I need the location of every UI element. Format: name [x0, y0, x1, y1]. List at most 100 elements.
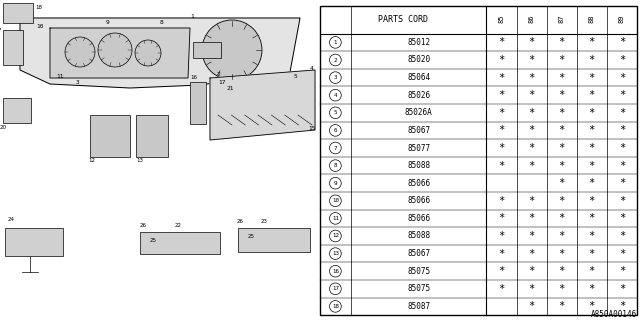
- Text: *: *: [589, 55, 595, 65]
- Text: *: *: [559, 90, 564, 100]
- Text: *: *: [499, 73, 504, 83]
- Text: *: *: [559, 196, 564, 206]
- Text: *: *: [499, 196, 504, 206]
- Text: 85088: 85088: [407, 161, 430, 170]
- Bar: [3, 30, 23, 65]
- Text: PARTS CORD: PARTS CORD: [378, 15, 428, 25]
- Text: 4: 4: [333, 93, 337, 98]
- Text: *: *: [589, 161, 595, 171]
- Text: *: *: [529, 73, 534, 83]
- Text: 89: 89: [619, 14, 625, 23]
- Text: 85012: 85012: [407, 38, 430, 47]
- Text: *: *: [559, 284, 564, 294]
- Text: *: *: [619, 284, 625, 294]
- Text: 11: 11: [56, 75, 64, 79]
- Text: 4: 4: [310, 66, 314, 70]
- Text: 18: 18: [35, 5, 42, 10]
- Text: *: *: [559, 125, 564, 135]
- Text: *: *: [619, 213, 625, 223]
- Text: *: *: [589, 249, 595, 259]
- Bar: [193, 42, 221, 58]
- Text: 85026A: 85026A: [404, 108, 433, 117]
- Text: *: *: [619, 266, 625, 276]
- Text: 85: 85: [499, 14, 504, 23]
- Text: 11: 11: [332, 216, 339, 221]
- Text: *: *: [619, 249, 625, 259]
- Polygon shape: [20, 18, 300, 88]
- Text: *: *: [619, 143, 625, 153]
- Text: 85077: 85077: [407, 143, 430, 153]
- Text: 2: 2: [333, 58, 337, 62]
- Text: *: *: [529, 213, 534, 223]
- Text: *: *: [559, 73, 564, 83]
- Bar: [238, 228, 310, 252]
- Text: *: *: [529, 196, 534, 206]
- Text: 25: 25: [150, 237, 157, 243]
- Text: 12: 12: [332, 234, 339, 238]
- Text: 16: 16: [332, 269, 339, 274]
- Text: 16: 16: [190, 75, 197, 80]
- Bar: [5, 228, 63, 256]
- Text: *: *: [559, 178, 564, 188]
- Text: 85075: 85075: [407, 267, 430, 276]
- Text: *: *: [589, 231, 595, 241]
- Text: 5: 5: [293, 74, 297, 78]
- Text: 85066: 85066: [407, 214, 430, 223]
- Text: *: *: [589, 213, 595, 223]
- Text: 26: 26: [237, 219, 244, 224]
- Text: *: *: [619, 108, 625, 118]
- Text: *: *: [499, 125, 504, 135]
- Text: 85066: 85066: [407, 196, 430, 205]
- Circle shape: [65, 37, 95, 67]
- Circle shape: [98, 33, 132, 67]
- Text: *: *: [529, 231, 534, 241]
- Text: *: *: [619, 161, 625, 171]
- Text: *: *: [619, 125, 625, 135]
- Text: 17: 17: [218, 79, 226, 84]
- Text: 86: 86: [529, 14, 534, 23]
- Text: A850A00146: A850A00146: [591, 310, 637, 319]
- Text: *: *: [529, 143, 534, 153]
- Text: 13: 13: [332, 251, 339, 256]
- Text: *: *: [559, 301, 564, 311]
- Circle shape: [202, 20, 262, 80]
- Text: *: *: [499, 266, 504, 276]
- Bar: [136, 115, 168, 157]
- Bar: [3, 3, 33, 23]
- Text: *: *: [559, 55, 564, 65]
- Text: 26: 26: [140, 223, 147, 228]
- Text: *: *: [499, 37, 504, 47]
- Text: *: *: [499, 213, 504, 223]
- Bar: [3, 98, 31, 123]
- Text: 9: 9: [106, 20, 110, 26]
- Text: *: *: [559, 213, 564, 223]
- Text: 85026: 85026: [407, 91, 430, 100]
- Text: 7: 7: [333, 146, 337, 150]
- Text: *: *: [499, 284, 504, 294]
- Text: 85087: 85087: [407, 302, 430, 311]
- Text: *: *: [589, 301, 595, 311]
- Text: *: *: [499, 143, 504, 153]
- Text: *: *: [499, 161, 504, 171]
- Text: *: *: [529, 284, 534, 294]
- Text: 6: 6: [333, 128, 337, 133]
- Text: 85020: 85020: [407, 55, 430, 65]
- Text: 85067: 85067: [407, 126, 430, 135]
- Text: *: *: [589, 143, 595, 153]
- Text: *: *: [499, 231, 504, 241]
- Text: 24: 24: [8, 217, 15, 222]
- Text: 10: 10: [36, 23, 44, 28]
- Text: *: *: [559, 143, 564, 153]
- Text: *: *: [559, 37, 564, 47]
- Text: 87: 87: [559, 14, 564, 23]
- Text: *: *: [589, 266, 595, 276]
- Text: *: *: [499, 55, 504, 65]
- Text: *: *: [619, 178, 625, 188]
- Text: *: *: [529, 108, 534, 118]
- Text: *: *: [499, 108, 504, 118]
- Text: 18: 18: [332, 304, 339, 309]
- Text: 88: 88: [589, 14, 595, 23]
- Text: 2: 2: [216, 71, 220, 76]
- Text: 1: 1: [333, 40, 337, 45]
- Text: *: *: [499, 249, 504, 259]
